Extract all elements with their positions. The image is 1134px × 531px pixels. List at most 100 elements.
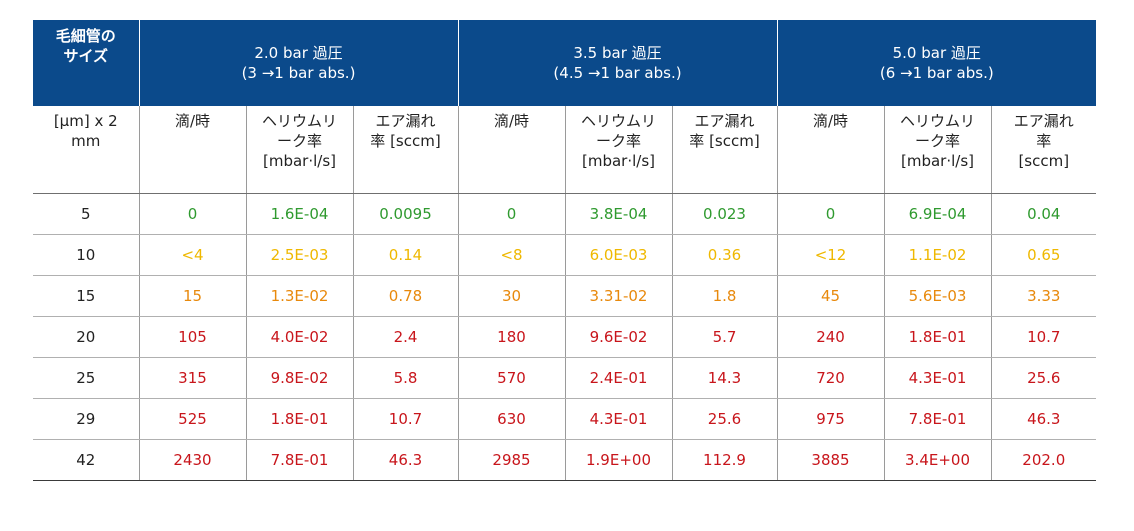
- helium-leak-rate-cell: 9.6E-02: [564, 316, 672, 358]
- drops-per-hour-cell: 315: [138, 357, 246, 399]
- capillary-size-cell: 15: [33, 275, 139, 317]
- helium-leak-rate-cell: 7.8E-01: [245, 439, 353, 481]
- drops-per-hour-cell: 3885: [776, 439, 885, 481]
- drops-per-hour-cell: 240: [776, 316, 885, 358]
- drops-per-hour-header: 滴/時: [776, 106, 885, 194]
- air-leak-rate-cell: 0.023: [671, 193, 778, 235]
- helium-leak-rate-cell: 1.3E-02: [245, 275, 353, 317]
- air-leak-rate-header: エア漏れ率 [sccm]: [990, 106, 1097, 194]
- drops-per-hour-cell: 975: [776, 398, 885, 440]
- helium-leak-rate-cell: 3.8E-04: [564, 193, 672, 235]
- drops-per-hour-cell: <12: [776, 234, 885, 276]
- unit-header-line: 率: [1036, 132, 1052, 150]
- capillary-size-cell: 5: [33, 193, 139, 235]
- capillary-size-cell: 10: [33, 234, 139, 276]
- helium-leak-rate-cell: 2.4E-01: [564, 357, 672, 399]
- table-row: 10 <4 2.5E-03 0.14 <8 6.0E-03 0.36 <12 1.1E-02 0.…: [33, 234, 1097, 276]
- drops-per-hour-cell: 45: [776, 275, 885, 317]
- drops-per-hour-cell: 15: [138, 275, 246, 317]
- air-leak-rate-cell: 0.78: [352, 275, 458, 317]
- helium-leak-rate-cell: 1.6E-04: [245, 193, 353, 235]
- drops-per-hour-cell: 0: [776, 193, 885, 235]
- air-leak-rate-cell: 2.4: [352, 316, 458, 358]
- table-row: 20 105 4.0E-02 2.4 180 9.6E-02 5.7 240 1.8E-01 10…: [33, 316, 1097, 358]
- drops-per-hour-cell: 570: [457, 357, 565, 399]
- unit-header-line: [sccm]: [1018, 152, 1070, 170]
- drops-per-hour-header: 滴/時: [457, 106, 565, 194]
- unit-header-line: ヘリウムリ: [261, 112, 337, 130]
- drops-per-hour-cell: 0: [138, 193, 246, 235]
- unit-header-line: エア漏れ: [694, 112, 755, 130]
- air-leak-rate-cell: 0.36: [671, 234, 778, 276]
- helium-leak-rate-cell: 1.9E+00: [564, 439, 672, 481]
- helium-leak-rate-cell: 5.6E-03: [883, 275, 992, 317]
- unit-header-line: ヘリウムリ: [580, 112, 656, 130]
- table-body: 5 0 1.6E-04 0.0095 0 3.8E-04 0.023 0 6.9E-04 0.04…: [33, 193, 1097, 481]
- drops-per-hour-cell: <4: [138, 234, 246, 276]
- capillary-size-cell: 29: [33, 398, 139, 440]
- air-leak-rate-cell: 10.7: [990, 316, 1097, 358]
- helium-leak-rate-cell: 4.0E-02: [245, 316, 353, 358]
- air-leak-rate-header: エア漏れ率 [sccm]: [352, 106, 458, 194]
- unit-header-line: [mbar·l/s]: [901, 152, 975, 170]
- helium-leak-rate-cell: 6.0E-03: [564, 234, 672, 276]
- unit-header-line: 滴/時: [174, 112, 211, 130]
- table-row: 15 15 1.3E-02 0.78 30 3.31-02 1.8 45 5.6E-03 3.33: [33, 275, 1097, 317]
- drops-per-hour-cell: 30: [457, 275, 565, 317]
- size-header-line: サイズ: [63, 47, 109, 65]
- capillary-size-cell: 25: [33, 357, 139, 399]
- helium-leak-rate-cell: 9.8E-02: [245, 357, 353, 399]
- helium-leak-rate-cell: 1.1E-02: [883, 234, 992, 276]
- air-leak-rate-cell: 14.3: [671, 357, 778, 399]
- drops-per-hour-cell: 525: [138, 398, 246, 440]
- air-leak-rate-cell: 10.7: [352, 398, 458, 440]
- air-leak-rate-cell: 0.14: [352, 234, 458, 276]
- helium-leak-rate-cell: 3.31-02: [564, 275, 672, 317]
- air-leak-rate-cell: 25.6: [990, 357, 1097, 399]
- air-leak-rate-cell: 5.7: [671, 316, 778, 358]
- air-leak-rate-cell: 46.3: [352, 439, 458, 481]
- table-row: 5 0 1.6E-04 0.0095 0 3.8E-04 0.023 0 6.9E-04 0.04: [33, 193, 1097, 235]
- group-title: 3.5 bar 過圧: [573, 44, 662, 62]
- unit-header-line: [mbar·l/s]: [581, 152, 655, 170]
- helium-leak-rate-cell: 6.9E-04: [883, 193, 992, 235]
- helium-leak-rate-cell: 4.3E-01: [883, 357, 992, 399]
- air-leak-rate-cell: 46.3: [990, 398, 1097, 440]
- helium-leak-rate-cell: 7.8E-01: [883, 398, 992, 440]
- drops-per-hour-cell: 720: [776, 357, 885, 399]
- air-leak-rate-cell: 25.6: [671, 398, 778, 440]
- group-header-3-5-bar: 3.5 bar 過圧 (4.5 →1 bar abs.): [457, 20, 778, 106]
- air-leak-rate-cell: 112.9: [671, 439, 778, 481]
- unit-header-line: ーク率: [276, 132, 322, 150]
- drops-per-hour-cell: 2430: [138, 439, 246, 481]
- table-row: 25 315 9.8E-02 5.8 570 2.4E-01 14.3 720 4.3E-01 2…: [33, 357, 1097, 399]
- size-unit-line: [µm] x 2: [53, 112, 118, 130]
- group-title: 2.0 bar 過圧: [254, 44, 343, 62]
- group-title: 5.0 bar 過圧: [892, 44, 981, 62]
- drops-per-hour-header: 滴/時: [138, 106, 246, 194]
- leak-rate-table: 毛細管の サイズ 2.0 bar 過圧 (3 →1 bar abs.) 3.5 …: [33, 20, 1097, 481]
- unit-header-line: 率 [sccm]: [370, 132, 441, 150]
- drops-per-hour-cell: 2985: [457, 439, 565, 481]
- air-leak-rate-cell: 202.0: [990, 439, 1097, 481]
- group-header-2-0-bar: 2.0 bar 過圧 (3 →1 bar abs.): [138, 20, 458, 106]
- helium-leak-rate-header: ヘリウムリ ーク率 [mbar·l/s]: [564, 106, 672, 194]
- group-header-row: 毛細管の サイズ 2.0 bar 過圧 (3 →1 bar abs.) 3.5 …: [33, 20, 1097, 106]
- drops-per-hour-cell: 630: [457, 398, 565, 440]
- helium-leak-rate-cell: 2.5E-03: [245, 234, 353, 276]
- group-subtitle: (3 →1 bar abs.): [241, 64, 356, 82]
- group-subtitle: (4.5 →1 bar abs.): [553, 64, 682, 82]
- capillary-size-cell: 42: [33, 439, 139, 481]
- helium-leak-rate-cell: 4.3E-01: [564, 398, 672, 440]
- air-leak-rate-cell: 1.8: [671, 275, 778, 317]
- air-leak-rate-cell: 3.33: [990, 275, 1097, 317]
- table-row: 42 2430 7.8E-01 46.3 2985 1.9E+00 112.9 3885 3.4…: [33, 439, 1097, 481]
- size-unit-line: mm: [71, 132, 101, 150]
- unit-header-line: 滴/時: [812, 112, 849, 130]
- table-row: 29 525 1.8E-01 10.7 630 4.3E-01 25.6 975 7.8E-01…: [33, 398, 1097, 440]
- air-leak-rate-cell: 0.0095: [352, 193, 458, 235]
- unit-header-line: 滴/時: [493, 112, 530, 130]
- air-leak-rate-header: エア漏れ率 [sccm]: [671, 106, 778, 194]
- air-leak-rate-cell: 0.04: [990, 193, 1097, 235]
- capillary-size-cell: 20: [33, 316, 139, 358]
